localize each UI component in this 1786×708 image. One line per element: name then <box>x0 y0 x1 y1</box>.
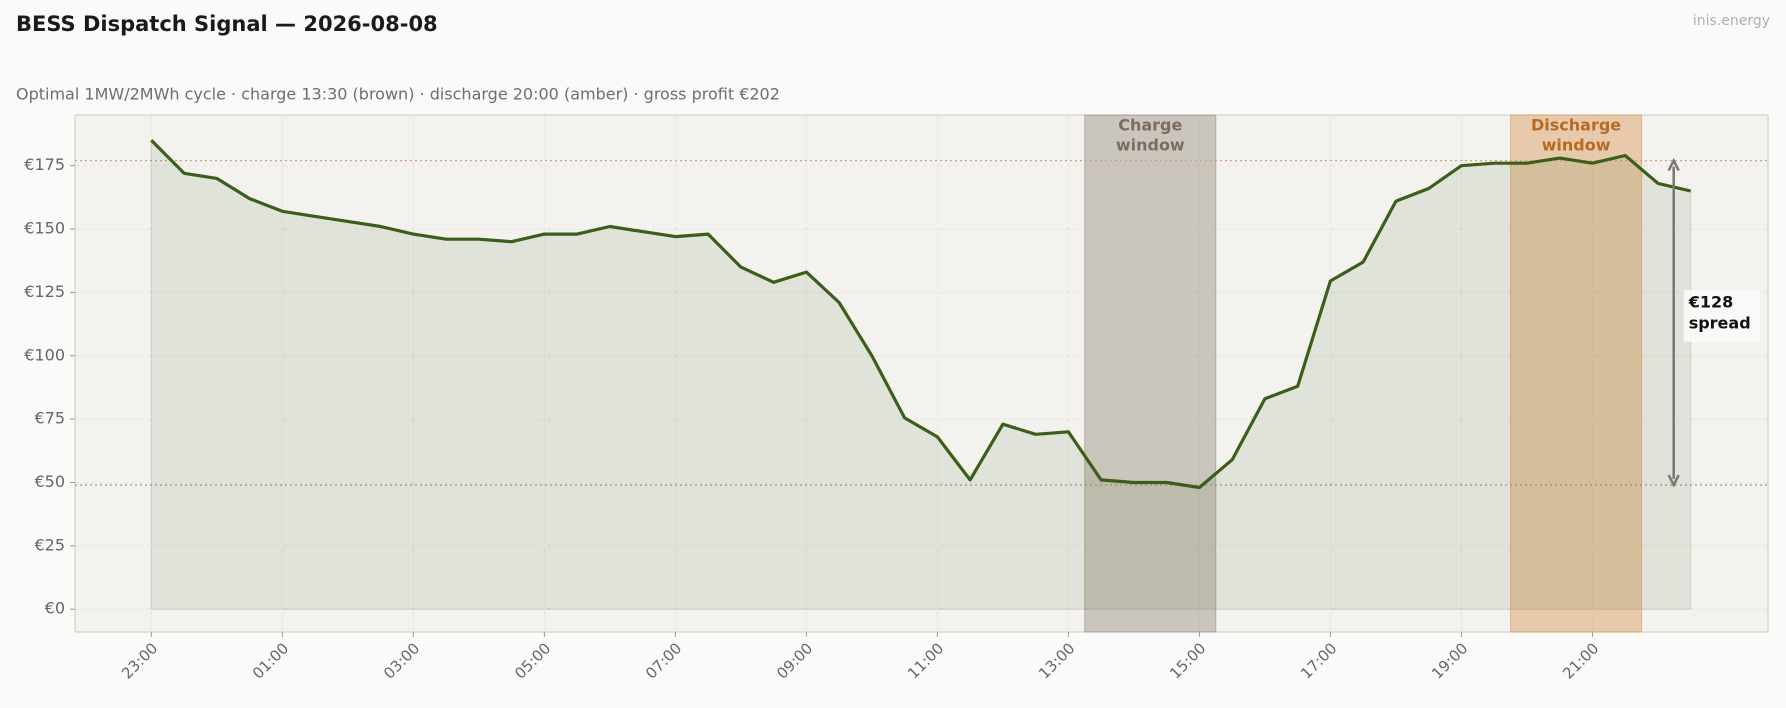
window-band <box>1084 114 1217 633</box>
window-band <box>1510 114 1643 633</box>
y-tick-label: €100 <box>24 345 65 364</box>
window-label: window <box>1542 136 1611 155</box>
annotation-text: €128 <box>1688 292 1734 311</box>
annotation-text: spread <box>1689 313 1751 332</box>
y-tick-label: €25 <box>34 535 65 554</box>
arrow-head <box>1667 474 1680 488</box>
chart-subtitle: Optimal 1MW/2MWh cycle · charge 13:30 (b… <box>16 85 780 104</box>
y-tick-label: €75 <box>34 409 65 428</box>
y-tick-label: €50 <box>34 472 65 491</box>
window-label: Charge <box>1118 116 1182 135</box>
line <box>150 139 1692 490</box>
y-tick-label: €125 <box>24 282 65 301</box>
y-tick-label: €175 <box>24 155 65 174</box>
window-label: window <box>1116 136 1185 155</box>
watermark: inis.energy <box>1693 13 1770 29</box>
y-tick-label: €0 <box>45 599 65 618</box>
annotation-box <box>1683 289 1760 342</box>
window-label: Discharge <box>1531 116 1621 135</box>
arrow-head <box>1667 157 1680 172</box>
chart-title: BESS Dispatch Signal — 2026-08-08 <box>16 12 438 36</box>
y-tick-label: €150 <box>24 219 65 238</box>
